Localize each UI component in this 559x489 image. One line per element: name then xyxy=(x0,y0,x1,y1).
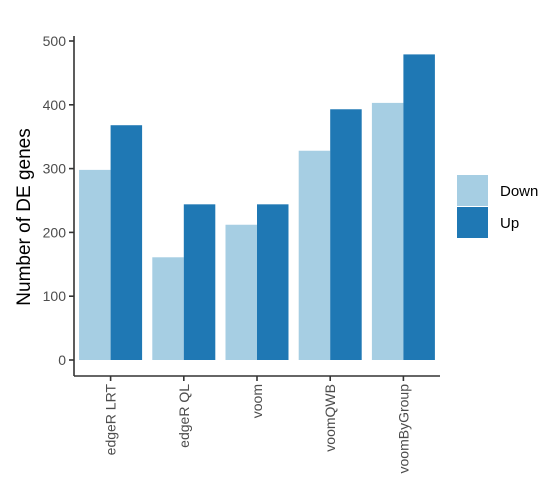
bar-up-1 xyxy=(110,125,143,360)
bar-down-4 xyxy=(298,150,331,360)
x-tick-label: edgeR QL xyxy=(176,384,192,448)
y-axis-title: Number of DE genes xyxy=(14,128,35,305)
plot-area xyxy=(79,54,435,361)
bar-up-3 xyxy=(257,204,289,360)
bar-up-4 xyxy=(330,109,362,361)
bar-up-5 xyxy=(403,54,435,360)
legend-key-up xyxy=(457,207,488,238)
bar-down-5 xyxy=(371,102,404,361)
bar-down-3 xyxy=(225,224,257,360)
y-axis-ticks: 0 100 200 300 400 500 xyxy=(43,33,74,368)
x-tick-label: voomQWB xyxy=(322,384,338,452)
y-tick-label: 300 xyxy=(43,161,67,177)
bar-up-2 xyxy=(183,204,216,360)
legend-label-down: Down xyxy=(500,183,538,200)
bar-down-2 xyxy=(152,257,184,360)
y-tick-label: 500 xyxy=(43,33,67,49)
x-tick-label: voom xyxy=(249,384,265,418)
x-tick-label: voomByGroup xyxy=(395,384,411,474)
y-tick-label: 200 xyxy=(43,224,67,240)
y-tick-label: 400 xyxy=(43,97,67,113)
legend: Down Up xyxy=(457,175,538,238)
y-tick-label: 0 xyxy=(58,352,66,368)
bar-down-1 xyxy=(79,169,111,360)
legend-key-down xyxy=(457,175,488,206)
x-axis-ticks: edgeR LRT edgeR QL voom voomQWB voomByGroup xyxy=(103,376,411,474)
legend-label-up: Up xyxy=(500,215,519,232)
x-tick-label: edgeR LRT xyxy=(103,384,119,456)
y-tick-label: 100 xyxy=(43,288,67,304)
